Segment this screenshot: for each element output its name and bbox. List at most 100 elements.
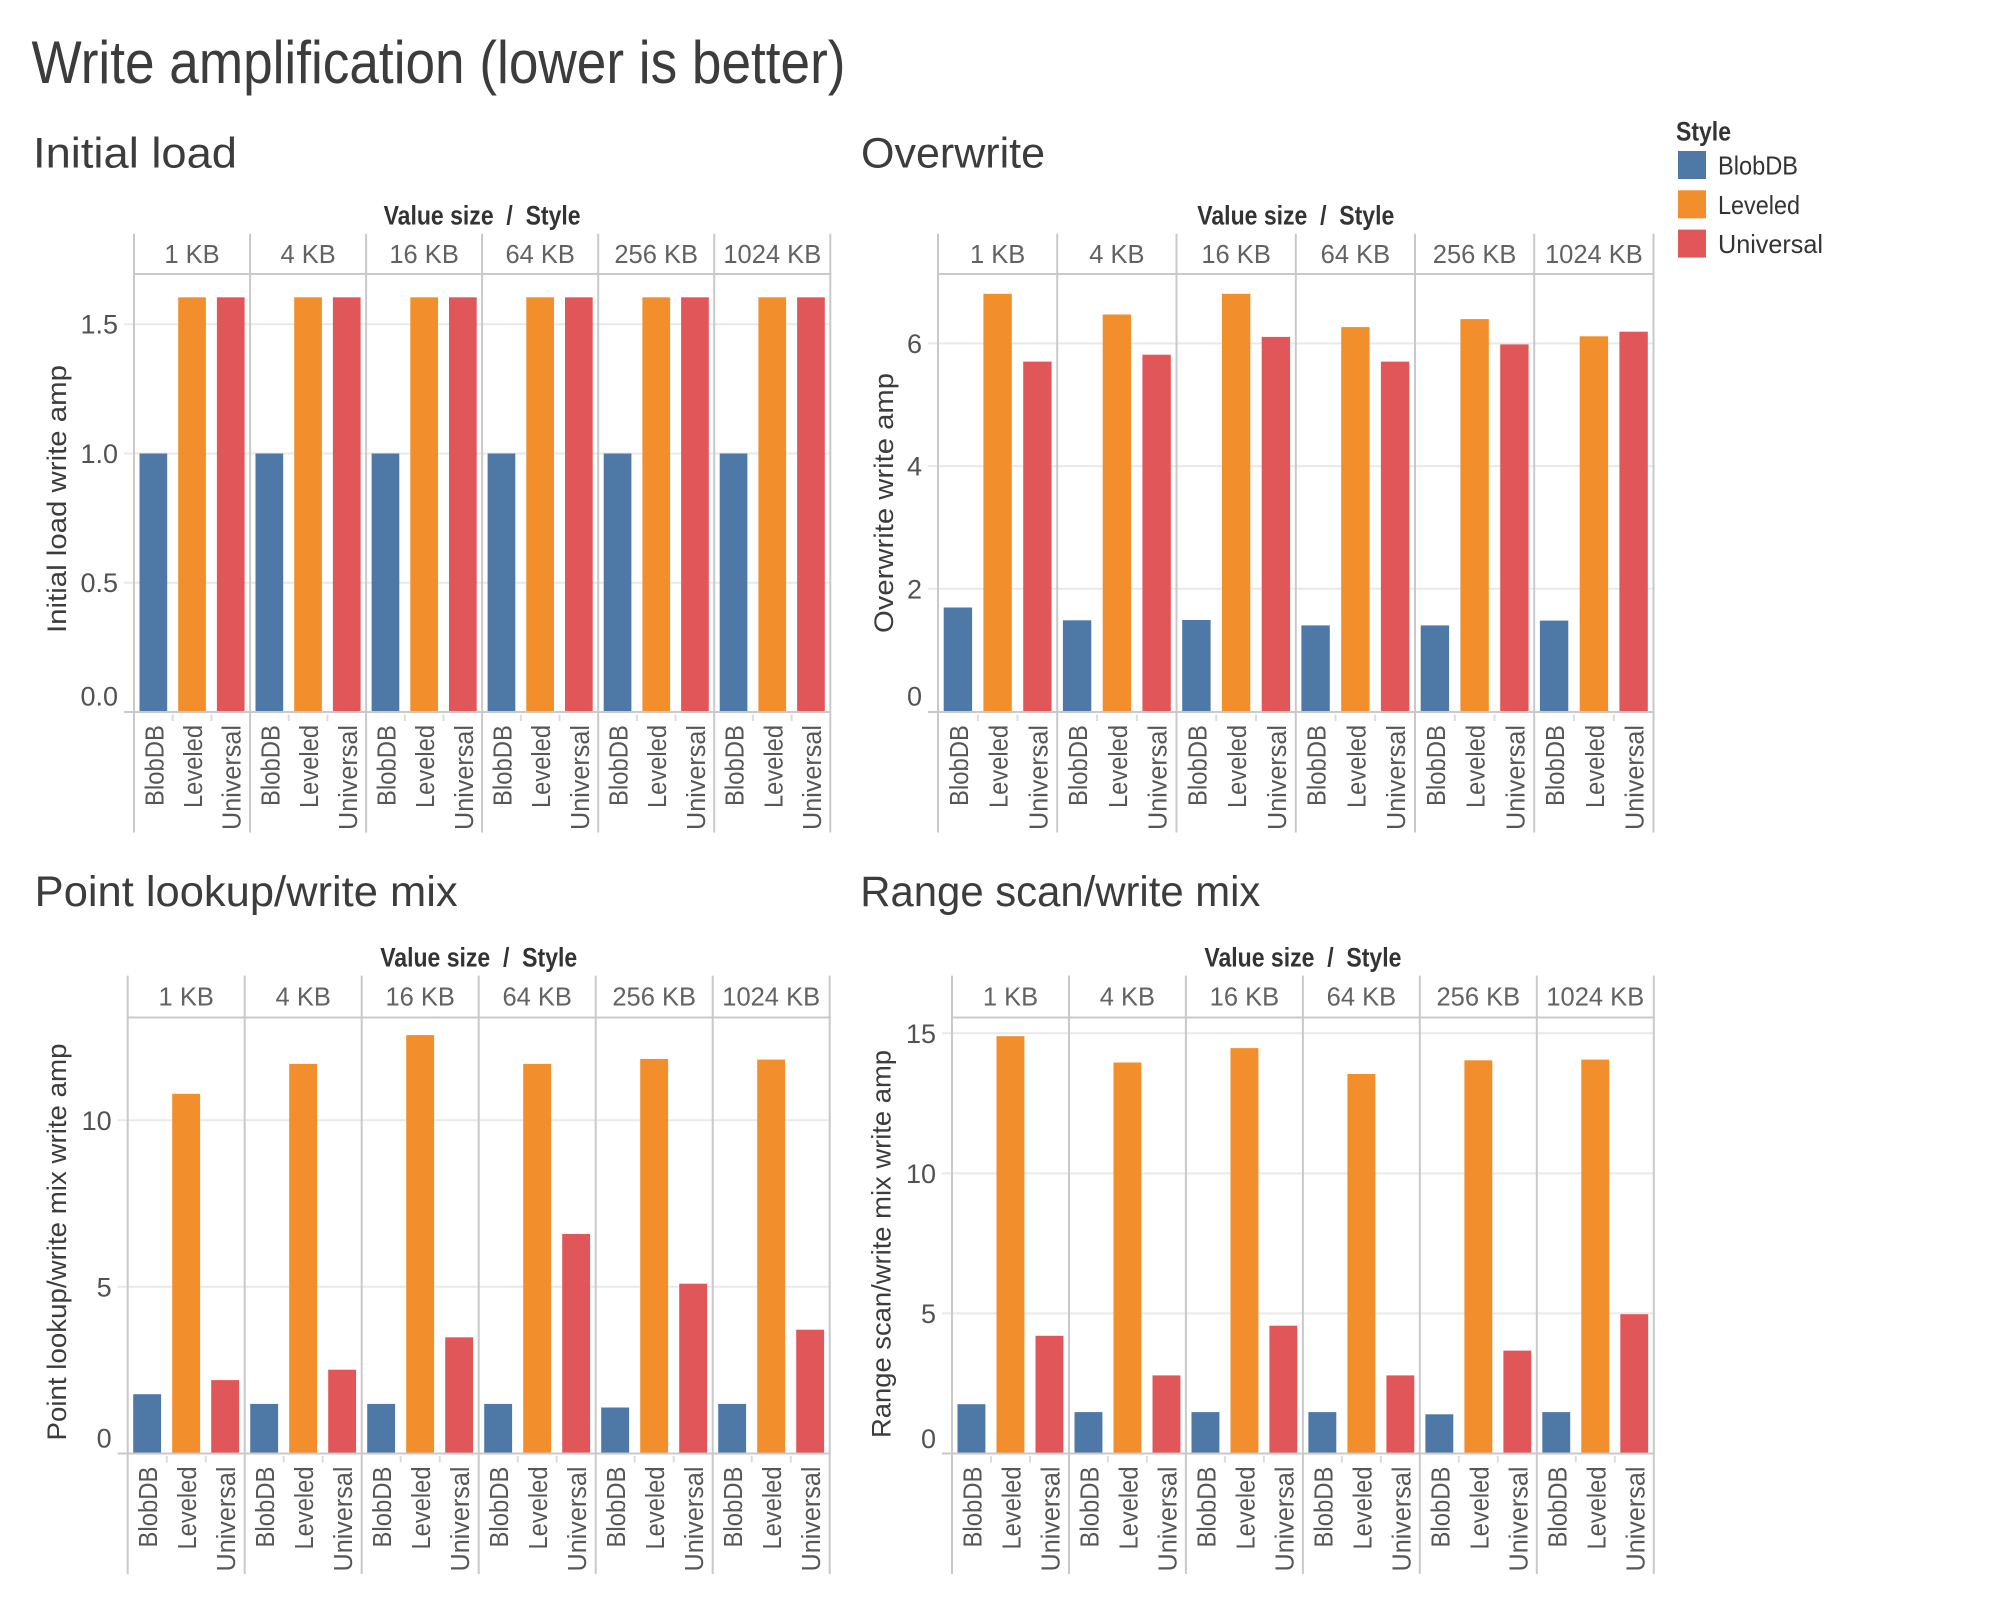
svg-text:64 KB: 64 KB [1327, 984, 1396, 1012]
svg-text:Overwrite: Overwrite [861, 130, 1045, 178]
svg-text:6: 6 [907, 329, 922, 359]
svg-text:Initial load write amp: Initial load write amp [42, 365, 72, 633]
svg-text:256 KB: 256 KB [612, 984, 696, 1012]
svg-text:Universal: Universal [1622, 725, 1650, 830]
svg-text:4 KB: 4 KB [280, 241, 335, 269]
svg-text:BlobDB: BlobDB [1193, 1467, 1221, 1548]
svg-text:Universal: Universal [567, 725, 595, 830]
svg-text:1024 KB: 1024 KB [1545, 241, 1643, 269]
svg-text:10: 10 [906, 1159, 936, 1189]
svg-text:Leveled: Leveled [1582, 725, 1610, 808]
svg-text:Universal: Universal [1718, 229, 1823, 259]
svg-text:Universal: Universal [1264, 725, 1292, 830]
svg-text:BlobDB: BlobDB [1184, 725, 1212, 806]
svg-text:1 KB: 1 KB [159, 984, 214, 1012]
svg-text:1 KB: 1 KB [970, 241, 1025, 269]
svg-text:15: 15 [906, 1019, 936, 1049]
svg-text:4 KB: 4 KB [276, 984, 331, 1012]
svg-text:BlobDB: BlobDB [369, 1467, 397, 1548]
svg-text:Leveled: Leveled [528, 725, 556, 808]
svg-text:Leveled: Leveled [1349, 1467, 1377, 1550]
svg-text:Universal: Universal [683, 725, 711, 830]
svg-text:Universal: Universal [1622, 1467, 1650, 1572]
svg-text:Universal: Universal [213, 1467, 241, 1572]
svg-text:4 KB: 4 KB [1100, 984, 1155, 1012]
svg-text:Universal: Universal [447, 1467, 475, 1572]
svg-text:1 KB: 1 KB [983, 984, 1038, 1012]
svg-text:Value size / Style: Value size / Style [380, 943, 577, 973]
svg-text:BlobDB: BlobDB [606, 725, 634, 806]
svg-text:0: 0 [921, 1424, 936, 1454]
svg-text:BlobDB: BlobDB [946, 725, 974, 806]
svg-text:Value size / Style: Value size / Style [1204, 943, 1401, 973]
svg-text:Leveled: Leveled [1224, 725, 1252, 808]
svg-text:Leveled: Leveled [986, 725, 1014, 808]
svg-text:BlobDB: BlobDB [722, 725, 750, 806]
svg-text:BlobDB: BlobDB [135, 1467, 163, 1548]
svg-text:Universal: Universal [1271, 1467, 1299, 1572]
svg-text:BlobDB: BlobDB [490, 725, 518, 806]
svg-text:Overwrite write amp: Overwrite write amp [869, 373, 899, 633]
svg-text:Leveled: Leveled [525, 1467, 553, 1550]
svg-text:0.0: 0.0 [80, 682, 118, 712]
svg-text:BlobDB: BlobDB [603, 1467, 631, 1548]
svg-text:Universal: Universal [219, 725, 247, 830]
svg-text:BlobDB: BlobDB [1718, 151, 1798, 181]
svg-text:Universal: Universal [564, 1467, 592, 1572]
svg-text:1024 KB: 1024 KB [722, 984, 820, 1012]
svg-text:Value size / Style: Value size / Style [384, 201, 581, 231]
svg-text:Leveled: Leveled [1343, 725, 1371, 808]
svg-text:Initial load: Initial load [33, 130, 237, 178]
svg-text:Leveled: Leveled [644, 725, 672, 808]
svg-text:0.5: 0.5 [80, 568, 118, 598]
svg-text:Leveled: Leveled [180, 725, 208, 808]
svg-text:Universal: Universal [1502, 725, 1530, 830]
svg-text:BlobDB: BlobDB [257, 725, 285, 806]
svg-text:16 KB: 16 KB [1201, 241, 1270, 269]
svg-text:Leveled: Leveled [759, 1467, 787, 1550]
svg-text:Leveled: Leveled [760, 725, 788, 808]
svg-text:1024 KB: 1024 KB [1546, 984, 1644, 1012]
svg-text:256 KB: 256 KB [1436, 984, 1520, 1012]
svg-text:64 KB: 64 KB [505, 241, 574, 269]
svg-text:Range scan/write mix: Range scan/write mix [860, 868, 1260, 916]
svg-text:Leveled: Leveled [1718, 190, 1800, 220]
svg-text:0: 0 [907, 682, 922, 712]
svg-text:4: 4 [907, 452, 922, 482]
svg-text:Universal: Universal [451, 725, 479, 830]
svg-text:4 KB: 4 KB [1089, 241, 1144, 269]
svg-text:BlobDB: BlobDB [720, 1467, 748, 1548]
svg-text:5: 5 [921, 1299, 936, 1329]
svg-text:BlobDB: BlobDB [141, 725, 169, 806]
svg-text:2: 2 [907, 574, 922, 604]
svg-text:1024 KB: 1024 KB [723, 241, 821, 269]
svg-text:BlobDB: BlobDB [252, 1467, 280, 1548]
svg-text:5: 5 [97, 1272, 112, 1302]
svg-text:1.5: 1.5 [80, 310, 118, 340]
svg-text:Universal: Universal [681, 1467, 709, 1572]
svg-text:Value size / Style: Value size / Style [1197, 201, 1394, 231]
svg-text:Leveled: Leveled [1466, 1467, 1494, 1550]
svg-text:BlobDB: BlobDB [1304, 725, 1332, 806]
svg-text:Style: Style [1676, 117, 1731, 147]
svg-text:BlobDB: BlobDB [1423, 725, 1451, 806]
svg-text:BlobDB: BlobDB [1542, 725, 1570, 806]
svg-text:Universal: Universal [1038, 1467, 1066, 1572]
svg-text:BlobDB: BlobDB [1077, 1467, 1105, 1548]
svg-text:BlobDB: BlobDB [486, 1467, 514, 1548]
svg-text:BlobDB: BlobDB [1544, 1467, 1572, 1548]
svg-text:Leveled: Leveled [291, 1467, 319, 1550]
svg-text:Leveled: Leveled [408, 1467, 436, 1550]
svg-text:Leveled: Leveled [642, 1467, 670, 1550]
svg-text:Leveled: Leveled [1583, 1467, 1611, 1550]
svg-text:BlobDB: BlobDB [1310, 1467, 1338, 1548]
svg-text:Leveled: Leveled [1115, 1467, 1143, 1550]
svg-text:Universal: Universal [1383, 725, 1411, 830]
svg-text:1 KB: 1 KB [164, 241, 219, 269]
svg-text:Leveled: Leveled [1232, 1467, 1260, 1550]
svg-text:BlobDB: BlobDB [960, 1467, 988, 1548]
svg-text:Universal: Universal [799, 725, 827, 830]
svg-text:256 KB: 256 KB [1433, 241, 1517, 269]
svg-text:Universal: Universal [1025, 725, 1053, 830]
svg-text:1.0: 1.0 [80, 439, 118, 469]
